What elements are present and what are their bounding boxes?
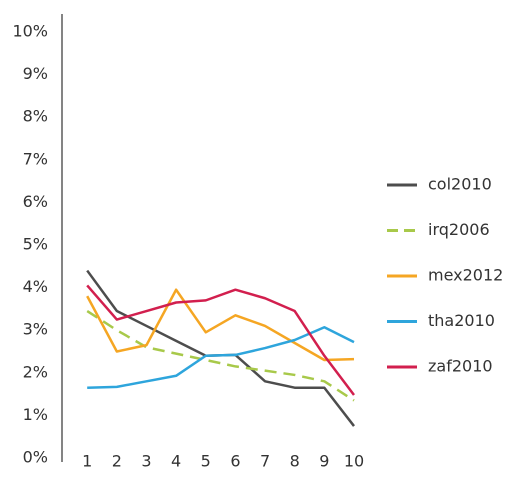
x-tick-label: 6: [230, 452, 240, 471]
legend-label: zaf2010: [428, 357, 493, 376]
x-tick-label: 3: [141, 452, 151, 471]
series-line: [86, 288, 355, 362]
x-tick-label: 7: [260, 452, 270, 471]
x-tick-label: 5: [201, 452, 211, 471]
y-tick-label: 3%: [23, 320, 48, 339]
y-tick-label: 4%: [23, 277, 48, 296]
y-tick-label: 8%: [23, 107, 48, 126]
x-tick-label: 9: [319, 452, 329, 471]
legend-label: irq2006: [428, 220, 490, 239]
y-tick-label: 1%: [23, 405, 48, 424]
y-tick-label: 5%: [23, 235, 48, 254]
x-tick-label: 8: [290, 452, 300, 471]
x-tick-label: 10: [344, 452, 364, 471]
y-tick-label: 0%: [23, 448, 48, 467]
legend-label: col2010: [428, 175, 492, 194]
legend-label: tha2010: [428, 311, 495, 330]
y-tick-label: 2%: [23, 362, 48, 381]
x-tick-label: 1: [82, 452, 92, 471]
y-tick-label: 6%: [23, 192, 48, 211]
legend-label: mex2012: [428, 266, 503, 285]
y-tick-label: 9%: [23, 64, 48, 83]
x-tick-label: 2: [112, 452, 122, 471]
series-line: [86, 309, 355, 402]
y-tick-label: 7%: [23, 149, 48, 168]
y-tick-label: 10%: [12, 22, 48, 41]
x-tick-label: 4: [171, 452, 181, 471]
series-line: [86, 284, 355, 396]
